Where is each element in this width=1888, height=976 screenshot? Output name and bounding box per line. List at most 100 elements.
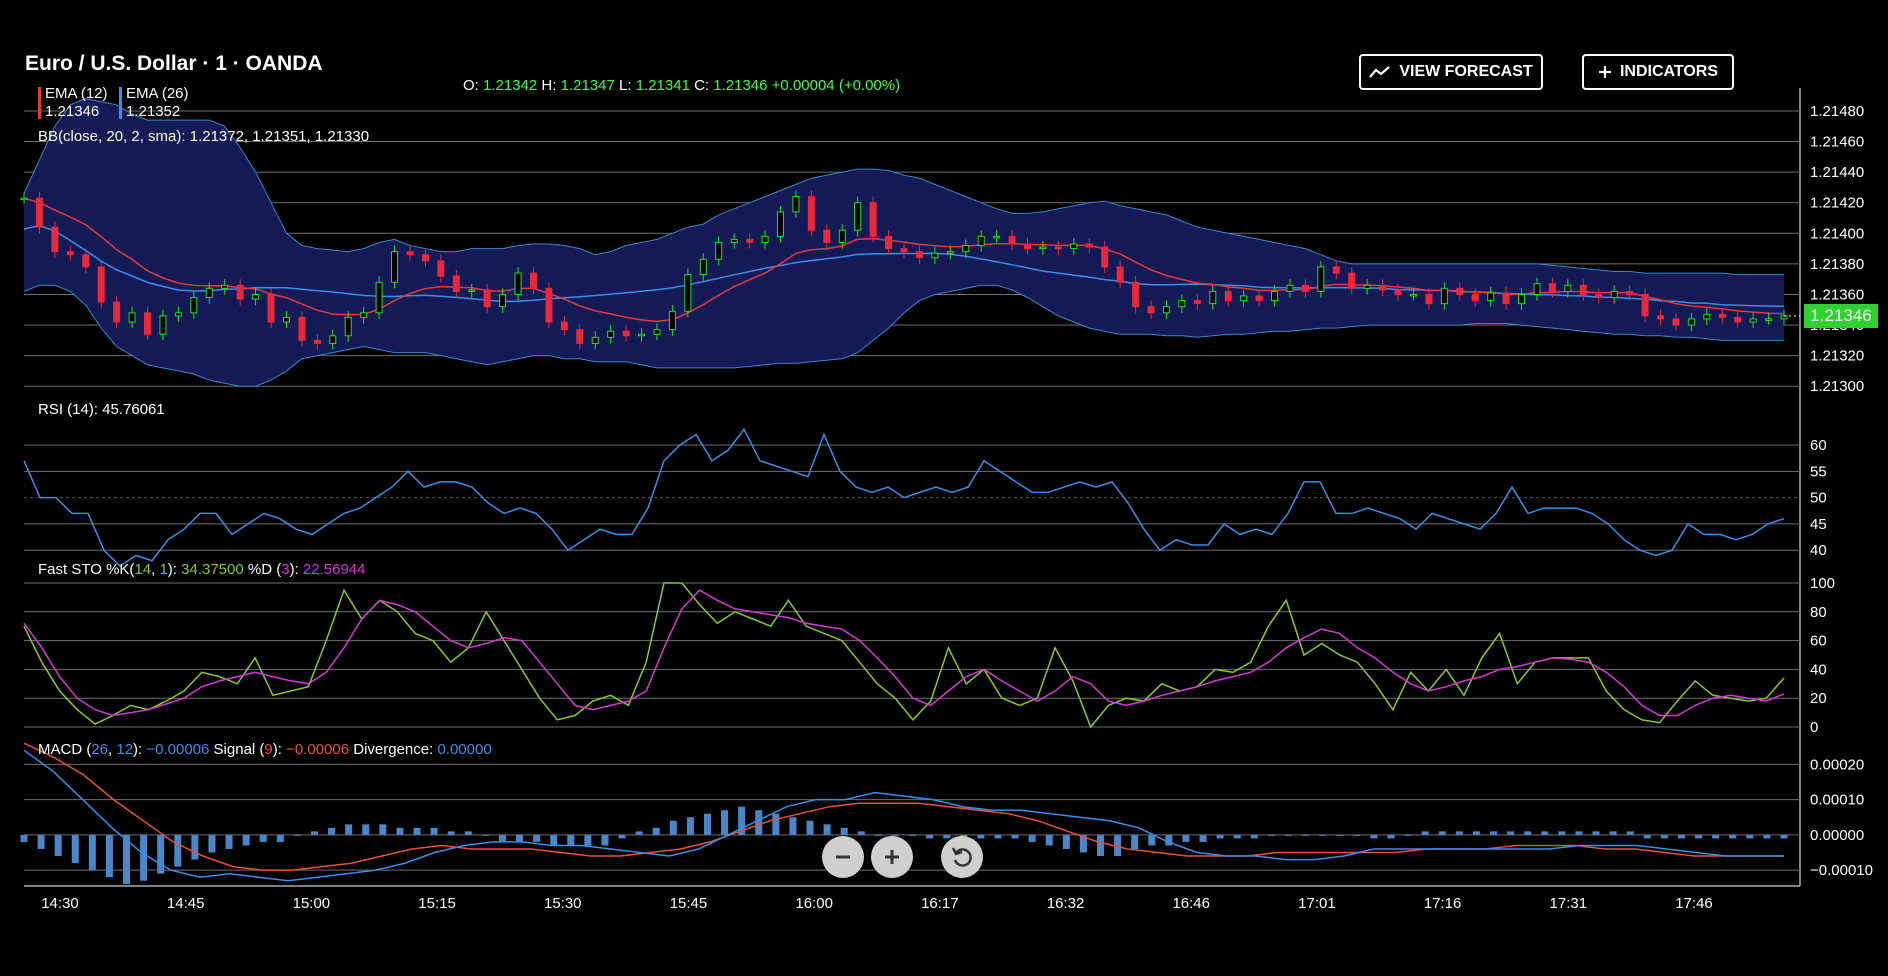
macd-histogram-bar (601, 834, 609, 846)
sto-comma: , (151, 561, 160, 578)
macd-histogram-bar (242, 834, 250, 846)
macd-histogram-bar (328, 827, 336, 835)
candle-body (1564, 284, 1572, 292)
rsi-label: RSI (14): 45.76061 (38, 401, 165, 418)
macd-histogram-bar (943, 834, 951, 839)
macd-histogram-bar (1233, 834, 1241, 839)
candle-body (236, 284, 244, 300)
macd-histogram-bar (310, 831, 318, 835)
macd-histogram-bar (174, 834, 182, 867)
plus-icon (1598, 66, 1611, 78)
zoom-out-icon (836, 855, 850, 859)
rsi-line (23, 427, 1785, 567)
candle-body (1101, 246, 1109, 268)
macd-histogram-bar (293, 834, 301, 836)
candle-body (66, 251, 74, 256)
macd-histogram-bar (1199, 834, 1207, 842)
macd-histogram-bar (362, 824, 370, 835)
candle-body (113, 301, 121, 323)
macd-histogram-bar (123, 834, 131, 885)
macd-histogram-bar (396, 827, 404, 835)
candle-body (1734, 316, 1742, 323)
zoom-out-button[interactable] (822, 836, 864, 878)
candle-body (1440, 287, 1448, 305)
candle-body (1425, 293, 1433, 305)
candle-body (730, 238, 738, 243)
candle-body (1595, 293, 1603, 299)
reset-zoom-button[interactable] (941, 836, 983, 878)
macd-histogram-bar (1165, 834, 1173, 846)
macd-prefix: MACD ( (38, 741, 92, 758)
macd-fast: 12 (116, 741, 134, 758)
macd-histogram-bar (1780, 834, 1788, 839)
macd-histogram-bar (567, 834, 575, 846)
macd-histogram-bar (1729, 834, 1737, 839)
macd-tick-label: 0.00000 (1810, 827, 1864, 844)
macd-histogram-bar (977, 834, 985, 839)
sto-prefix: Fast STO %K( (38, 561, 135, 578)
zoom-in-button[interactable] (871, 836, 913, 878)
sto-tick-label: 60 (1810, 633, 1827, 650)
view-forecast-label: VIEW FORECAST (1399, 63, 1533, 80)
candle-body (329, 335, 337, 344)
indicators-button[interactable]: INDICATORS (1582, 54, 1734, 90)
macd-histogram-bar (533, 834, 541, 842)
view-forecast-button[interactable]: VIEW FORECAST (1359, 54, 1543, 90)
sto-d-line (23, 589, 1785, 717)
time-tick-label: 17:16 (1424, 895, 1462, 912)
candle-body (1116, 266, 1124, 283)
candle-body (1394, 289, 1402, 295)
candle-body (82, 254, 90, 268)
candle-body (190, 297, 198, 314)
macd-histogram-bar (88, 834, 96, 871)
macd-slow: 26 (91, 741, 109, 758)
ohlc-readout: O: 1.21342 H: 1.21347 L: 1.21341 C: 1.21… (463, 77, 900, 94)
candle-body (699, 258, 707, 276)
candle-body (668, 310, 676, 331)
candle-body (1518, 293, 1526, 305)
candle-body (591, 336, 599, 344)
macd-histogram-bar (926, 834, 934, 839)
macd-histogram-bar (1131, 834, 1139, 849)
macd-histogram-bar (721, 810, 729, 835)
macd-histogram-bar (498, 834, 506, 842)
divergence-value: 0.00000 (437, 741, 492, 758)
sto-d-period: 3 (281, 561, 290, 578)
macd-histogram-bar (1216, 834, 1224, 839)
candle-body (1024, 243, 1032, 250)
macd-histogram-bar (1250, 834, 1258, 839)
macd-histogram-bar (1677, 834, 1685, 839)
macd-histogram-bar (738, 806, 746, 835)
candle-body (221, 284, 229, 289)
macd-histogram-bar (1114, 834, 1122, 857)
rsi-tick-label: 60 (1810, 437, 1827, 454)
sto-tick-label: 40 (1810, 661, 1827, 678)
candle-body (128, 312, 136, 323)
macd-histogram-bar (1490, 831, 1498, 835)
open-value: 1.21342 (483, 77, 538, 94)
price-tick-label: 1.21460 (1810, 134, 1864, 151)
macd-histogram-bar (1387, 834, 1395, 839)
macd-histogram-bar (259, 834, 267, 842)
candle-body (1703, 313, 1711, 320)
macd-histogram-bar (464, 831, 472, 835)
time-tick-label: 17:01 (1298, 895, 1336, 912)
candle-body (313, 339, 321, 344)
candle-body (360, 312, 368, 318)
macd-histogram-bar (481, 834, 489, 836)
candle-body (1626, 290, 1634, 295)
candle-body (761, 235, 769, 243)
candle-body (545, 287, 553, 323)
macd-histogram-bar (652, 827, 660, 835)
macd-histogram-bar (345, 824, 353, 835)
candle-body (1147, 306, 1155, 314)
rsi-tick-label: 45 (1810, 516, 1827, 533)
macd-histogram-bar (635, 831, 643, 835)
symbol-title: Euro / U.S. Dollar · 1 · OANDA (25, 52, 323, 75)
candle-body (931, 252, 939, 259)
candle-body (1224, 290, 1232, 302)
candle-body (1749, 318, 1757, 323)
sto-k-period: 14 (134, 561, 152, 578)
macd-histogram-bar (1472, 831, 1480, 835)
